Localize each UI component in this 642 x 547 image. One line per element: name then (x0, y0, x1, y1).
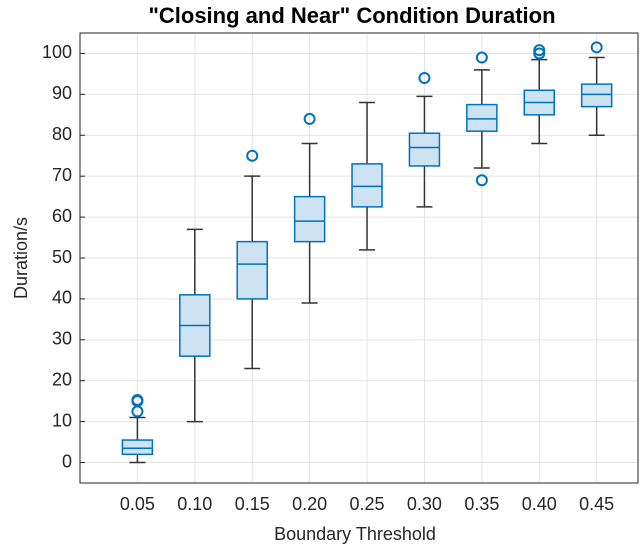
outlier (475, 174, 488, 187)
y-tick-label: 20 (52, 369, 72, 389)
box (408, 132, 441, 167)
outlier (246, 149, 259, 162)
box (351, 163, 383, 208)
x-tick-label: 0.40 (522, 494, 557, 514)
box (236, 240, 268, 300)
box (580, 83, 613, 108)
y-tick-label: 50 (52, 247, 72, 267)
outlier (418, 72, 431, 84)
y-tick-label: 70 (52, 165, 72, 185)
x-tick-label: 0.30 (407, 494, 442, 514)
x-axis-label: Boundary Threshold (274, 524, 436, 544)
y-axis-label: Duration/s (11, 217, 31, 299)
y-tick-label: 40 (52, 288, 72, 308)
x-tick-label: 0.10 (177, 494, 212, 514)
box (293, 195, 326, 243)
chart-title: "Closing and Near" Condition Duration (148, 3, 555, 28)
outlier (131, 393, 144, 406)
y-tick-label: 60 (52, 206, 72, 226)
outlier (590, 41, 603, 54)
box (121, 439, 154, 456)
outlier (533, 44, 546, 57)
y-tick-label: 100 (42, 42, 72, 62)
y-tick-label: 0 (62, 451, 72, 471)
y-tick-label: 90 (52, 83, 72, 103)
y-tick-label: 80 (52, 124, 72, 144)
x-tick-label: 0.15 (235, 494, 270, 514)
x-tick-label: 0.20 (292, 494, 327, 514)
y-tick-label: 30 (52, 329, 72, 349)
outlier (475, 51, 488, 64)
x-tick-label: 0.25 (350, 494, 385, 514)
axes-frame (79, 32, 639, 484)
outlier (303, 112, 316, 125)
x-tick-label: 0.05 (120, 494, 155, 514)
x-tick-label: 0.45 (579, 494, 614, 514)
y-tick-label: 10 (52, 410, 72, 430)
box (466, 103, 498, 132)
x-tick-label: 0.35 (464, 494, 499, 514)
